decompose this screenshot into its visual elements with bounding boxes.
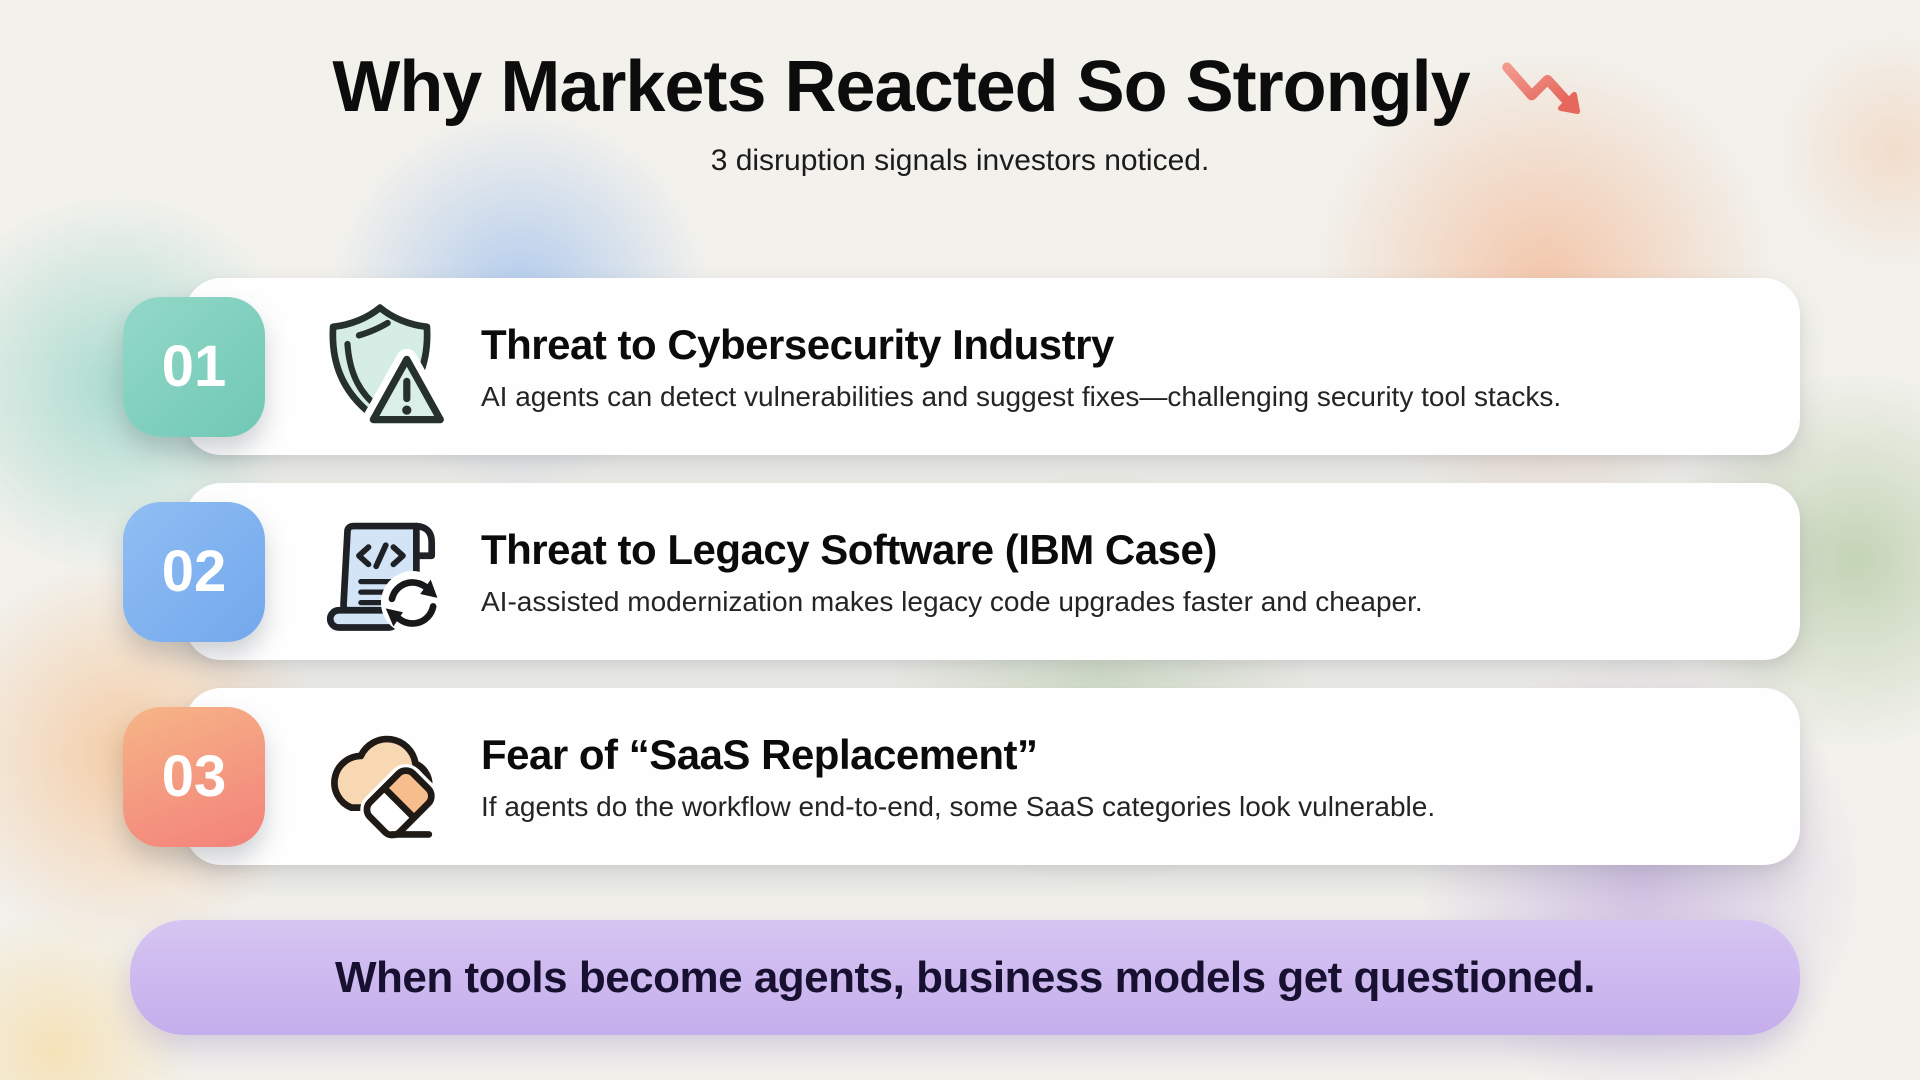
card-title: Fear of “SaaS Replacement” [481,730,1038,778]
header: Why Markets Reacted So Strongly 3 disrup… [0,46,1920,178]
shield-alert-icon [313,300,452,434]
card-legacy-software: 02 [123,483,1800,660]
cloud-eraser-icon [313,710,447,844]
card-text: Threat to Legacy Software (IBM Case) AI-… [481,526,1423,618]
card-description: AI-assisted modernization makes legacy c… [481,585,1423,617]
card-title: Threat to Cybersecurity Industry [481,320,1114,368]
card-text: Threat to Cybersecurity Industry AI agen… [481,321,1561,413]
card-cybersecurity: 01 Threat to Cybersecurity Industry AI a… [123,278,1800,455]
conclusion-banner: When tools become agents, business model… [130,920,1800,1035]
page-title: Why Markets Reacted So Strongly [332,47,1470,127]
signal-card-list: 01 Threat to Cybersecurity Industry AI a… [123,278,1800,893]
conclusion-text: When tools become agents, business model… [335,952,1595,1002]
card-number-badge: 02 [123,501,265,642]
card-number-badge: 01 [123,296,265,437]
card-description: If agents do the workflow end-to-end, so… [481,790,1436,822]
code-scroll-sync-icon [313,505,447,639]
card-title: Threat to Legacy Software (IBM Case) [481,525,1217,573]
page-subtitle: 3 disruption signals investors noticed. [710,144,1210,177]
card-description: AI agents can detect vulnerabilities and… [481,380,1562,412]
title-row: Why Markets Reacted So Strongly [0,46,1920,128]
card-number-badge: 03 [123,706,265,847]
trending-down-icon [1501,62,1580,114]
card-saas-replacement: 03 Fear of “SaaS Replacement” If agents … [123,688,1800,865]
card-text: Fear of “SaaS Replacement” If agents do … [481,731,1435,823]
